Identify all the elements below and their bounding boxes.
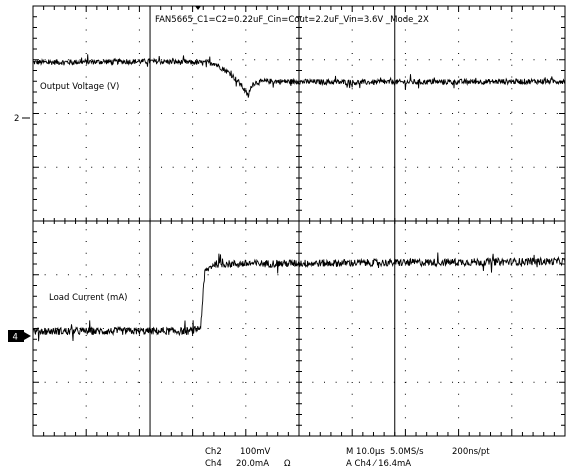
ch4-level-marker-box bbox=[8, 330, 24, 342]
sample-rate-readout: 5.0MS/s bbox=[390, 447, 424, 457]
ch2-level-marker: 2 bbox=[14, 114, 19, 124]
timebase-readout: M 10.0µs bbox=[346, 447, 385, 457]
trigger-position-marker bbox=[195, 6, 201, 10]
ch4-label: Ch4 bbox=[205, 459, 222, 469]
ch4-scale: 20.0mA bbox=[236, 459, 269, 469]
ch2-scale: 100mV bbox=[240, 447, 271, 457]
time-cursors bbox=[149, 6, 396, 436]
ch4-level-marker: 4 bbox=[13, 333, 18, 343]
waveform-traces bbox=[32, 54, 566, 342]
resolution-readout: 200ns/pt bbox=[452, 447, 490, 457]
trigger-readout: A Ch4 ⁄ 16.4mA bbox=[346, 459, 411, 469]
ch2-label: Ch2 bbox=[205, 447, 222, 457]
load-current-trace bbox=[32, 252, 566, 342]
channel-label-output-voltage: Output Voltage (V) bbox=[40, 82, 119, 92]
ch4-coupling: Ω bbox=[284, 459, 291, 469]
chart-title: FAN5665_C1=C2=0.22uF_Cin=Cout=2.2uF_Vin=… bbox=[155, 15, 429, 25]
graticule-ticks bbox=[33, 6, 565, 436]
output-voltage-trace bbox=[32, 54, 566, 98]
ch4-level-marker-arrow bbox=[24, 332, 31, 340]
channel-label-load-current: Load Current (mA) bbox=[49, 293, 127, 303]
